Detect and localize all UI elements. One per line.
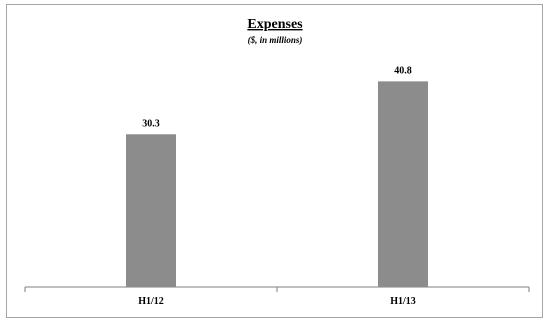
bar-h1-13: [378, 81, 428, 287]
chart-title: Expenses: [247, 17, 303, 32]
data-label: 30.3: [142, 118, 160, 129]
bars-group: 30.3 H1/12 40.8 H1/13: [126, 65, 428, 307]
x-tick-label: H1/12: [138, 296, 164, 307]
chart-subtitle: ($, in millions): [248, 35, 303, 45]
data-label: 40.8: [394, 65, 412, 76]
bar-h1-12: [126, 134, 176, 287]
x-tick-label: H1/13: [390, 296, 416, 307]
expenses-bar-chart: Expenses ($, in millions) 30.3 H1/12 40.8 H…: [24, 17, 530, 307]
chart-frame: Expenses ($, in millions) 30.3 H1/12 40.8 H…: [6, 4, 543, 318]
